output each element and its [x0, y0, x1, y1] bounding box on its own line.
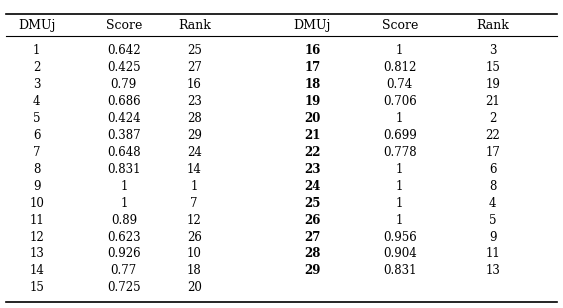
Text: 8: 8	[33, 163, 41, 176]
Text: 16: 16	[305, 44, 320, 58]
Text: 2: 2	[33, 61, 41, 75]
Text: 13: 13	[485, 264, 500, 278]
Text: 7: 7	[190, 197, 198, 210]
Text: 19: 19	[485, 78, 500, 91]
Text: 16: 16	[187, 78, 202, 91]
Text: 1: 1	[120, 180, 128, 193]
Text: 0.387: 0.387	[107, 129, 141, 142]
Text: 0.926: 0.926	[107, 248, 141, 261]
Text: 1: 1	[33, 44, 41, 58]
Text: 0.686: 0.686	[107, 95, 141, 108]
Text: 9: 9	[489, 231, 497, 244]
Text: Score: Score	[106, 19, 142, 32]
Text: 11: 11	[485, 248, 500, 261]
Text: Score: Score	[382, 19, 418, 32]
Text: 8: 8	[489, 180, 497, 193]
Text: 21: 21	[304, 129, 321, 142]
Text: 27: 27	[304, 231, 321, 244]
Text: 23: 23	[304, 163, 321, 176]
Text: 27: 27	[187, 61, 202, 75]
Text: 0.623: 0.623	[107, 231, 141, 244]
Text: 28: 28	[304, 248, 321, 261]
Text: 0.725: 0.725	[107, 281, 141, 294]
Text: 25: 25	[187, 44, 202, 58]
Text: 6: 6	[489, 163, 497, 176]
Text: 0.812: 0.812	[383, 61, 417, 75]
Text: Rank: Rank	[178, 19, 211, 32]
Text: 12: 12	[29, 231, 44, 244]
Text: 14: 14	[187, 163, 202, 176]
Text: 5: 5	[33, 112, 41, 125]
Text: 0.79: 0.79	[111, 78, 137, 91]
Text: 1: 1	[396, 214, 404, 227]
Text: 1: 1	[396, 197, 404, 210]
Text: 9: 9	[33, 180, 41, 193]
Text: 19: 19	[305, 95, 320, 108]
Text: 22: 22	[304, 146, 321, 159]
Text: 1: 1	[396, 44, 404, 58]
Text: 1: 1	[396, 112, 404, 125]
Text: DMUj: DMUj	[294, 19, 331, 32]
Text: 1: 1	[190, 180, 198, 193]
Text: 25: 25	[304, 197, 321, 210]
Text: 10: 10	[187, 248, 202, 261]
Text: 28: 28	[187, 112, 202, 125]
Text: 0.831: 0.831	[383, 264, 417, 278]
Text: 26: 26	[304, 214, 321, 227]
Text: 1: 1	[396, 180, 404, 193]
Text: 20: 20	[304, 112, 321, 125]
Text: 15: 15	[29, 281, 44, 294]
Text: 0.778: 0.778	[383, 146, 417, 159]
Text: 12: 12	[187, 214, 202, 227]
Text: 0.648: 0.648	[107, 146, 141, 159]
Text: 3: 3	[489, 44, 497, 58]
Text: 1: 1	[396, 163, 404, 176]
Text: Rank: Rank	[476, 19, 509, 32]
Text: 29: 29	[187, 129, 202, 142]
Text: 21: 21	[485, 95, 500, 108]
Text: 4: 4	[489, 197, 497, 210]
Text: 0.424: 0.424	[107, 112, 141, 125]
Text: 0.699: 0.699	[383, 129, 417, 142]
Text: 18: 18	[305, 78, 320, 91]
Text: 13: 13	[29, 248, 44, 261]
Text: 26: 26	[187, 231, 202, 244]
Text: 0.89: 0.89	[111, 214, 137, 227]
Text: 0.74: 0.74	[387, 78, 413, 91]
Text: 10: 10	[29, 197, 44, 210]
Text: 17: 17	[485, 146, 500, 159]
Text: 0.831: 0.831	[107, 163, 141, 176]
Text: 4: 4	[33, 95, 41, 108]
Text: 0.77: 0.77	[111, 264, 137, 278]
Text: 0.956: 0.956	[383, 231, 417, 244]
Text: DMUj: DMUj	[18, 19, 55, 32]
Text: 1: 1	[120, 197, 128, 210]
Text: 17: 17	[305, 61, 320, 75]
Text: 15: 15	[485, 61, 500, 75]
Text: 0.425: 0.425	[107, 61, 141, 75]
Text: 0.642: 0.642	[107, 44, 141, 58]
Text: 23: 23	[187, 95, 202, 108]
Text: 0.904: 0.904	[383, 248, 417, 261]
Text: 6: 6	[33, 129, 41, 142]
Text: 29: 29	[304, 264, 321, 278]
Text: 0.706: 0.706	[383, 95, 417, 108]
Text: 22: 22	[485, 129, 500, 142]
Text: 18: 18	[187, 264, 202, 278]
Text: 20: 20	[187, 281, 202, 294]
Text: 24: 24	[304, 180, 321, 193]
Text: 11: 11	[29, 214, 44, 227]
Text: 3: 3	[33, 78, 41, 91]
Text: 5: 5	[489, 214, 497, 227]
Text: 7: 7	[33, 146, 41, 159]
Text: 2: 2	[489, 112, 497, 125]
Text: 14: 14	[29, 264, 44, 278]
Text: 24: 24	[187, 146, 202, 159]
